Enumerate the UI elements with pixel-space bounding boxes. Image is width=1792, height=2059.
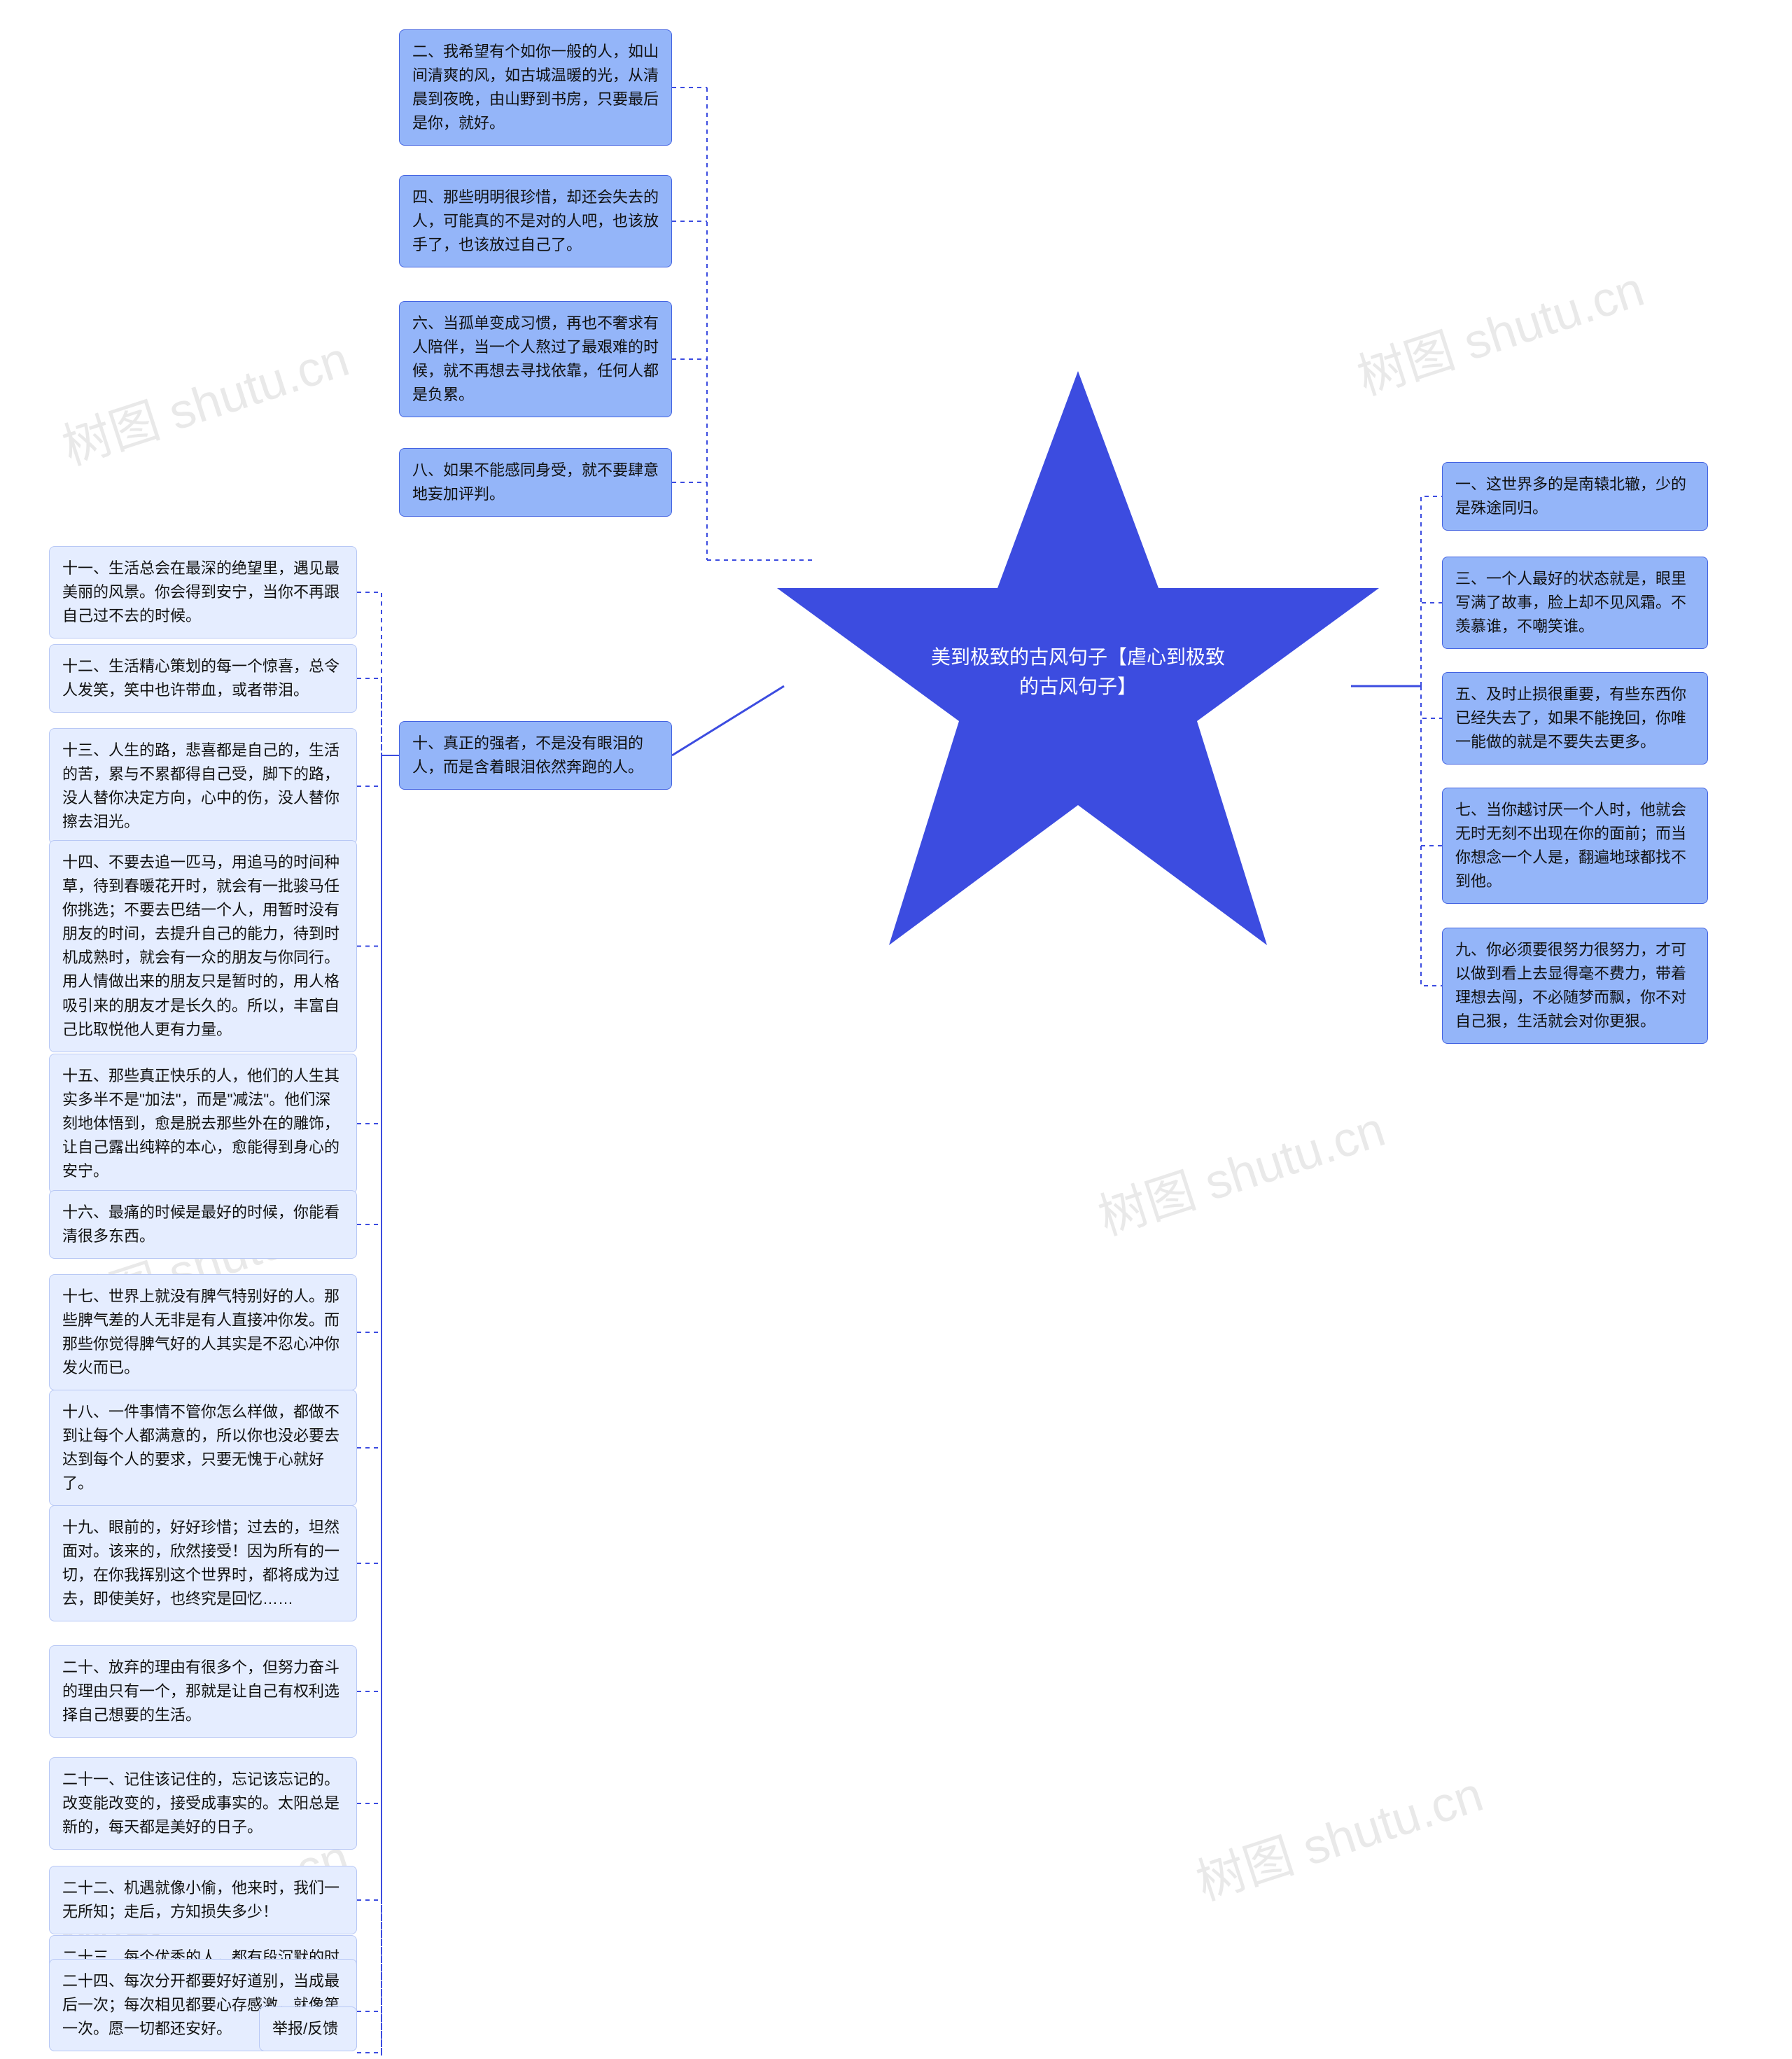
mindmap-node-n16[interactable]: 十六、最痛的时候是最好的时候，你能看清很多东西。 [49, 1190, 357, 1259]
mindmap-canvas: 树图 shutu.cn 树图 shutu.cn 树图 shutu.cn 树图 shut… [0, 0, 1792, 2059]
center-star [763, 357, 1393, 987]
mindmap-node-n2[interactable]: 二、我希望有个如你一般的人，如山间清爽的风，如古城温暖的光，从清晨到夜晚，由山野… [399, 29, 672, 146]
mindmap-node-n9[interactable]: 九、你必须要很努力很努力，才可以做到看上去显得毫不费力，带着理想去闯，不必随梦而… [1442, 928, 1708, 1044]
watermark: 树图 shutu.cn [1186, 1755, 1491, 1914]
center-title: 美到极致的古风句子【虐心到极致的古风句子】 [931, 630, 1225, 714]
mindmap-node-n5[interactable]: 五、及时止损很重要，有些东西你已经失去了，如果不能挽回，你唯一能做的就是不要失去… [1442, 672, 1708, 765]
mindmap-node-n4[interactable]: 四、那些明明很珍惜，却还会失去的人，可能真的不是对的人吧，也该放手了，也该放过自… [399, 175, 672, 267]
mindmap-node-n18[interactable]: 十八、一件事情不管你怎么样做，都做不到让每个人都满意的，所以你也没必要去达到每个… [49, 1390, 357, 1506]
mindmap-node-n6[interactable]: 六、当孤单变成习惯，再也不奢求有人陪伴，当一个人熬过了最艰难的时候，就不再想去寻… [399, 301, 672, 417]
mindmap-node-nfb[interactable]: 举报/反馈 [259, 2006, 357, 2051]
mindmap-node-n12[interactable]: 十二、生活精心策划的每一个惊喜，总令人发笑，笑中也许带血，或者带泪。 [49, 644, 357, 713]
mindmap-node-n15[interactable]: 十五、那些真正快乐的人，他们的人生其实多半不是"加法"，而是"减法"。他们深刻地… [49, 1054, 357, 1194]
mindmap-node-n13[interactable]: 十三、人生的路，悲喜都是自己的，生活的苦，累与不累都得自己受，脚下的路，没人替你… [49, 728, 357, 844]
mindmap-node-n3[interactable]: 三、一个人最好的状态就是，眼里写满了故事，脸上却不见风霜。不羡慕谁，不嘲笑谁。 [1442, 557, 1708, 649]
mindmap-node-n19[interactable]: 十九、眼前的，好好珍惜；过去的，坦然面对。该来的，欣然接受！因为所有的一切，在你… [49, 1505, 357, 1621]
watermark: 树图 shutu.cn [1348, 250, 1652, 409]
mindmap-node-n7[interactable]: 七、当你越讨厌一个人时，他就会无时无刻不出现在你的面前；而当你想念一个人是，翻遍… [1442, 788, 1708, 904]
mindmap-node-n22[interactable]: 二十二、机遇就像小偷，他来时，我们一无所知；走后，方知损失多少！ [49, 1866, 357, 1934]
mindmap-node-n11[interactable]: 十一、生活总会在最深的绝望里，遇见最美丽的风景。你会得到安宁，当你不再跟自己过不… [49, 546, 357, 638]
mindmap-node-n1[interactable]: 一、这世界多的是南辕北辙，少的是殊途同归。 [1442, 462, 1708, 531]
mindmap-node-n8[interactable]: 八、如果不能感同身受，就不要肆意地妄加评判。 [399, 448, 672, 517]
mindmap-node-n17[interactable]: 十七、世界上就没有脾气特别好的人。那些脾气差的人无非是有人直接冲你发。而那些你觉… [49, 1274, 357, 1390]
watermark: 树图 shutu.cn [52, 320, 357, 479]
watermark: 树图 shutu.cn [1088, 1090, 1393, 1249]
mindmap-node-n10[interactable]: 十、真正的强者，不是没有眼泪的人，而是含着眼泪依然奔跑的人。 [399, 721, 672, 790]
mindmap-node-n14[interactable]: 十四、不要去追一匹马，用追马的时间种草，待到春暖花开时，就会有一批骏马任你挑选；… [49, 840, 357, 1052]
mindmap-node-n21[interactable]: 二十一、记住该记住的，忘记该忘记的。改变能改变的，接受成事实的。太阳总是新的，每… [49, 1757, 357, 1850]
mindmap-node-n20[interactable]: 二十、放弃的理由有很多个，但努力奋斗的理由只有一个，那就是让自己有权利选择自己想… [49, 1645, 357, 1738]
